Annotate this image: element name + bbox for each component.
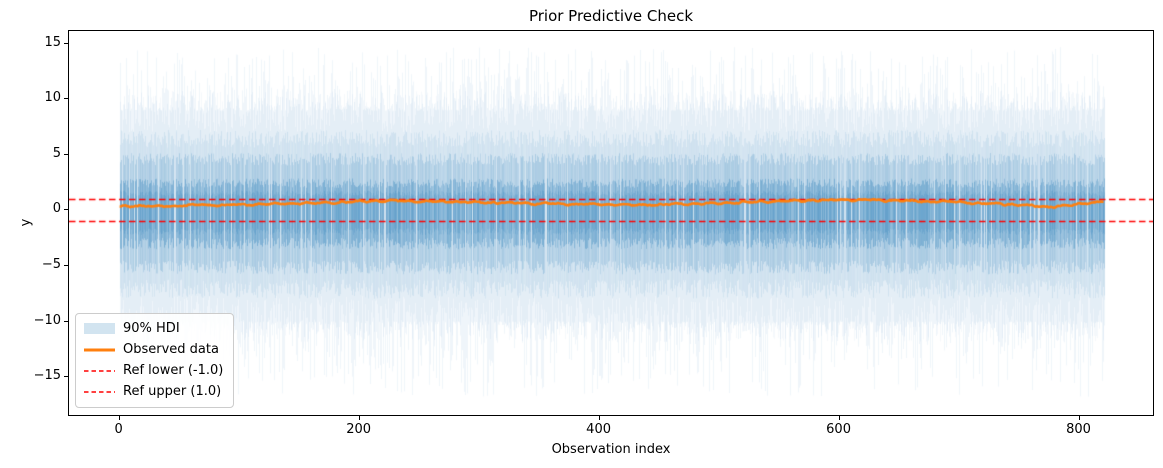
x-tick-label: 400 [586,422,611,437]
legend-label-observed: Observed data [123,342,219,357]
y-tick-label: 0 [52,201,61,217]
y-tick-mark [64,42,68,44]
legend-item-observed: Observed data [84,341,223,358]
legend-swatch-ref-lower [84,362,115,379]
y-tick-mark [64,265,68,267]
chart-title: Prior Predictive Check [528,7,694,25]
legend-label-ref-upper: Ref upper (1.0) [123,384,222,399]
y-tick-mark [64,153,68,155]
x-tick-label: 800 [1066,422,1091,437]
legend-item-hdi: 90% HDI [84,320,223,337]
y-tick-label: 10 [44,90,61,106]
legend: 90% HDI Observed data Ref lower (-1.0) Ref … [75,313,235,408]
y-tick-label: 5 [52,145,61,161]
x-tick-mark [118,416,120,420]
legend-label-ref-lower: Ref lower (-1.0) [123,363,224,378]
plot-area: 90% HDI Observed data Ref lower (-1.0) Ref … [68,30,1154,416]
y-tick-mark [64,376,68,378]
y-tick-mark [64,209,68,211]
y-tick-label: −10 [33,312,61,328]
legend-swatch-hdi [84,320,115,337]
legend-swatch-observed [84,341,115,358]
x-axis-label: Observation index [551,442,671,457]
x-tick-mark [598,416,600,420]
x-tick-label: 200 [346,422,372,437]
legend-label-hdi: 90% HDI [123,321,180,336]
legend-item-ref-lower: Ref lower (-1.0) [84,362,223,379]
x-tick-mark [838,416,840,420]
y-tick-label: −5 [41,257,61,273]
chart-canvas [69,31,1153,415]
legend-swatch-ref-upper [84,383,115,400]
y-tick-label: −15 [33,368,61,384]
y-tick-label: 15 [44,34,61,50]
x-tick-label: 0 [114,422,123,437]
x-tick-mark [1078,416,1080,420]
x-tick-mark [358,416,360,420]
y-tick-mark [64,320,68,322]
x-tick-label: 600 [826,422,851,437]
legend-item-ref-upper: Ref upper (1.0) [84,383,223,400]
y-tick-mark [64,98,68,100]
